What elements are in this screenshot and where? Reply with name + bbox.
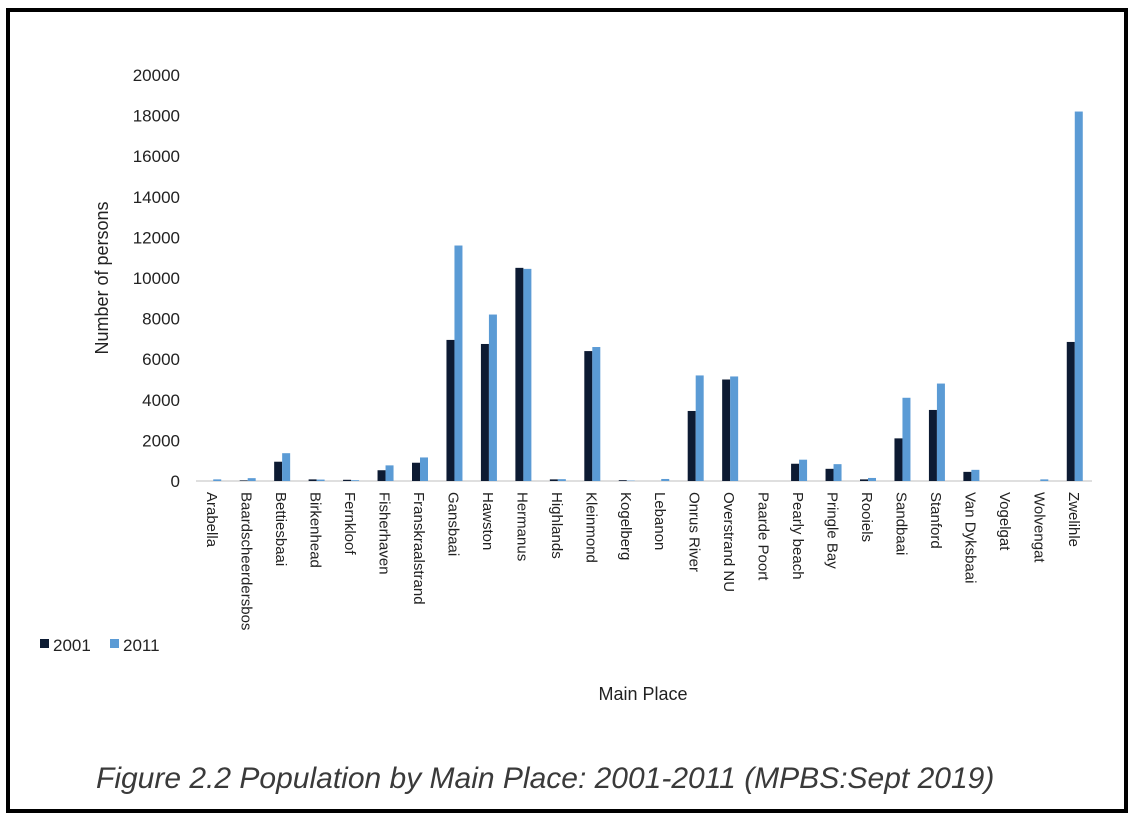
x-tick-label: Kogelberg	[617, 492, 634, 560]
x-tick-label: Van Dyksbaai	[961, 492, 978, 583]
bar-2011	[282, 453, 291, 481]
x-tick-label: Hawston	[479, 492, 496, 550]
x-tick-label: Stanford	[927, 492, 944, 549]
x-tick-label: Birkenhead	[307, 492, 324, 568]
x-tick-label: Zwelihle	[1065, 492, 1082, 547]
legend-label: 2011	[123, 636, 160, 655]
y-tick-label: 0	[171, 472, 180, 491]
bar-2011	[833, 464, 842, 481]
bar-2011	[316, 479, 325, 481]
bar-2011	[799, 459, 808, 481]
bar-2001	[308, 479, 317, 481]
bar-2011	[661, 478, 670, 481]
bar-2001	[791, 463, 800, 481]
bar-2011	[351, 480, 360, 481]
y-tick-label: 8000	[142, 310, 180, 329]
x-tick-label: Pearly beach	[789, 492, 806, 580]
y-axis-title: Number of persons	[92, 201, 112, 354]
x-tick-label: Rooiels	[858, 492, 875, 542]
bar-2011	[868, 477, 876, 481]
legend-label: 2001	[53, 636, 91, 655]
bar-2011	[385, 465, 394, 481]
bar-2011	[523, 268, 532, 481]
x-tick-label: Highlands	[548, 492, 565, 559]
x-tick-label: Wolvengat	[1030, 492, 1047, 563]
x-tick-label: Vogelgat	[996, 492, 1013, 551]
x-tick-label: Lebanon	[651, 492, 668, 550]
legend-swatch-2011	[110, 639, 119, 648]
bar-2001	[515, 267, 524, 481]
bar-2011	[695, 375, 704, 481]
y-tick-label: 12000	[133, 228, 180, 247]
bar-2001	[480, 343, 489, 481]
bar-2001	[722, 379, 731, 481]
bar-2011	[454, 245, 463, 481]
bar-2001	[825, 468, 834, 481]
bar-2001	[928, 409, 937, 481]
bar-2011	[971, 469, 980, 481]
legend-swatch-2001	[40, 639, 49, 648]
x-tick-label: Fisherhaven	[376, 492, 393, 575]
y-tick-label: 14000	[133, 188, 180, 207]
bar-2001	[274, 461, 283, 481]
y-tick-label: 6000	[142, 350, 180, 369]
bar-2001	[549, 479, 558, 481]
x-tick-label: Paarde Poort	[755, 492, 772, 581]
bar-2011	[1040, 479, 1049, 481]
x-tick-label: Sandbaai	[892, 492, 909, 555]
bar-2011	[420, 457, 428, 481]
x-tick-label: Arabella	[203, 492, 220, 548]
y-tick-label: 10000	[133, 269, 180, 288]
x-axis-title: Main Place	[598, 684, 687, 704]
y-tick-label: 2000	[142, 431, 180, 450]
bar-2001	[963, 471, 972, 481]
bar-2011	[730, 376, 739, 481]
x-tick-label: Gansbaai	[444, 492, 461, 556]
bar-2001	[446, 339, 455, 481]
bar-2011	[936, 383, 945, 481]
bar-2001	[412, 462, 420, 481]
bar-2011	[902, 397, 911, 481]
bar-2011	[557, 479, 566, 481]
bar-2011	[1074, 111, 1083, 481]
bar-2001	[618, 480, 627, 481]
bar-2011	[213, 479, 222, 481]
y-tick-label: 16000	[133, 147, 180, 166]
figure-caption: Figure 2.2 Population by Main Place: 200…	[96, 762, 995, 795]
bar-2001	[1066, 341, 1075, 481]
bar-2001	[894, 438, 903, 481]
x-tick-label: Bettiesbaai	[272, 492, 289, 566]
x-tick-label: Fernkloof	[341, 492, 358, 555]
x-tick-label: Hermanus	[513, 492, 530, 561]
y-tick-label: 20000	[133, 66, 180, 85]
bar-2001	[343, 479, 352, 481]
bar-2001	[377, 470, 386, 481]
bar-2001	[860, 479, 868, 481]
bar-2001	[239, 480, 248, 481]
bar-2011	[592, 347, 601, 481]
x-tick-label: Franskraalstrand	[410, 492, 427, 605]
x-tick-label: Kleinmond	[582, 492, 599, 563]
x-tick-label: Overstrand NU	[720, 492, 737, 592]
bar-2001	[687, 410, 696, 481]
x-tick-label: Pringle Bay	[824, 492, 841, 569]
y-tick-label: 18000	[133, 107, 180, 126]
x-tick-label: Onrus River	[686, 492, 703, 572]
bar-2011	[247, 478, 256, 481]
y-tick-label: 4000	[142, 391, 180, 410]
x-tick-label: Baardscheerdersbos	[238, 492, 255, 630]
bar-2011	[488, 314, 497, 481]
bar-2001	[584, 351, 593, 481]
